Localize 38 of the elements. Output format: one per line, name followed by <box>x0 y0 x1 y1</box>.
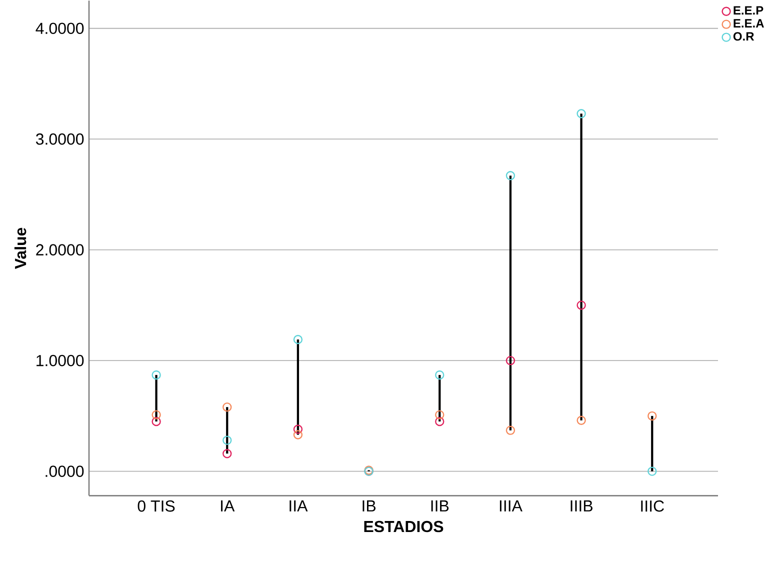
point <box>152 410 161 420</box>
x-tick-label: 0 TIS <box>138 500 175 512</box>
point <box>576 416 586 426</box>
point <box>435 370 444 380</box>
point <box>576 109 586 118</box>
y-tick-label: 3.0000 <box>36 134 84 145</box>
x-tick-label: IIIC <box>641 500 664 512</box>
y-tick-label: .0000 <box>46 466 84 478</box>
point <box>435 417 444 426</box>
x-tick-label: IIIB <box>570 500 592 512</box>
legend-label: O.R <box>733 32 754 41</box>
point <box>648 411 657 421</box>
point <box>506 356 516 366</box>
point <box>152 417 161 426</box>
y-tick-label: 4.0000 <box>36 22 84 34</box>
point <box>293 424 303 434</box>
x-tick-label: IA <box>221 500 235 512</box>
point <box>152 370 161 380</box>
point <box>222 449 232 458</box>
x-tick-label: IIB <box>431 500 449 512</box>
y-axis-title: Value <box>14 228 26 270</box>
point <box>293 430 303 440</box>
x-tick-label: IB <box>362 500 376 512</box>
point <box>222 402 232 412</box>
legend-label: E.E.A <box>734 19 764 28</box>
point <box>506 426 516 436</box>
x-tick-label: IIIA <box>500 500 522 512</box>
point <box>435 410 444 420</box>
point <box>648 466 657 476</box>
point <box>293 335 303 344</box>
legend-label: E.E.P <box>734 6 764 15</box>
point <box>222 436 232 446</box>
point <box>506 171 516 180</box>
x-tick-label: IIA <box>290 500 308 512</box>
y-tick-label: 1.0000 <box>36 355 84 366</box>
x-axis-title: ESTADIOS <box>364 521 444 532</box>
y-tick-label: 2.0000 <box>36 244 84 256</box>
point <box>576 300 586 310</box>
